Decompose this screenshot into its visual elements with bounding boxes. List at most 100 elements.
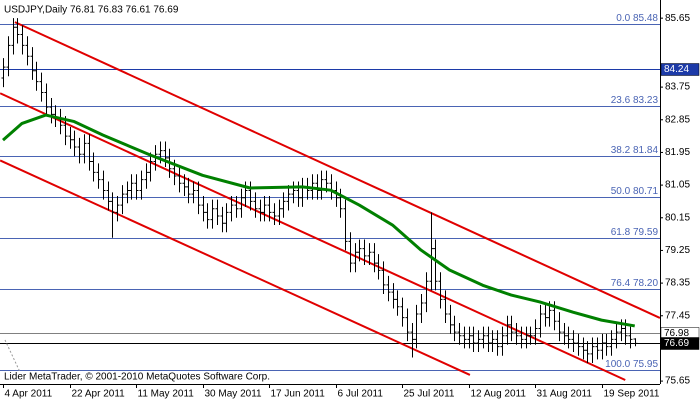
- ohlc-bar: [348, 232, 353, 273]
- ohlc-bar: [343, 199, 348, 251]
- y-tick-label: 85.65: [665, 13, 690, 24]
- plot-area: 0.0 85.48 23.6 83.23 38.2 81.84 50.0 80.71 6…: [0, 13, 660, 381]
- ohlc-bar: [286, 185, 291, 211]
- ohlc-bar: [495, 330, 500, 356]
- price-label: 84.24: [664, 64, 689, 75]
- ohlc-bar: [49, 97, 54, 124]
- ohlc-bar: [452, 315, 457, 342]
- ohlc-bar: [106, 181, 111, 211]
- copyright: Lider MetaTrader, © 2001-2010 MetaQuotes…: [4, 372, 270, 383]
- ohlc-bar: [182, 174, 187, 196]
- ohlc-bar: [215, 199, 220, 226]
- x-tick-label: 17 Jun 2011: [271, 389, 326, 400]
- channel-line: [14, 21, 660, 319]
- ohlc-bar: [163, 141, 168, 167]
- ohlc-bar: [224, 203, 229, 233]
- ohlc-bar: [405, 308, 410, 342]
- y-tick-label: 79.25: [665, 245, 690, 256]
- ohlc-bar: [139, 170, 144, 200]
- ohlc-bar: [134, 174, 139, 200]
- ohlc-bar: [457, 323, 462, 345]
- price-label: 76.69: [664, 338, 689, 349]
- ohlc-bar: [533, 319, 538, 345]
- x-tick-label: 6 Jul 2011: [338, 389, 384, 400]
- channel-line: [0, 159, 471, 376]
- ohlc-bar: [125, 181, 130, 204]
- ohlc-bar: [462, 326, 467, 349]
- ohlc-bar: [357, 239, 362, 262]
- ohlc-bar: [229, 195, 234, 222]
- ohlc-bar: [277, 199, 282, 226]
- ohlc-bar: [633, 338, 638, 347]
- ohlc-bar: [600, 333, 605, 360]
- ohlc-bar: [481, 326, 486, 349]
- ohlc-bar: [576, 333, 581, 356]
- ohlc-bar: [500, 326, 505, 356]
- ohlc-bar: [353, 243, 358, 273]
- ohlc-bar: [400, 297, 405, 327]
- ohlc-bar: [614, 323, 619, 349]
- x-tick-label: 30 May 2011: [205, 389, 263, 400]
- ohlc-bar: [505, 315, 510, 345]
- ohlc-bar: [410, 323, 415, 358]
- y-tick-label: 80.15: [665, 212, 690, 223]
- ohlc-bar: [476, 330, 481, 353]
- ohlc-bar: [419, 293, 424, 324]
- ohlc-bar: [395, 290, 400, 316]
- ohlc-bar: [609, 330, 614, 356]
- ohlc-bar: [101, 170, 106, 200]
- ohlc-bar: [566, 326, 571, 349]
- ohlc-bar: [272, 203, 277, 226]
- y-tick-label: 81.05: [665, 180, 690, 191]
- ohlc-bar: [338, 188, 343, 218]
- ohlc-bar: [471, 326, 476, 353]
- ohlc-bar: [381, 261, 386, 294]
- ohlc-bar: [120, 185, 125, 215]
- ohlc-bar: [595, 337, 600, 360]
- y-tick-label: 83.75: [665, 82, 690, 93]
- ohlc-bar: [177, 166, 182, 193]
- ohlc-bar: [30, 47, 35, 80]
- ohlc-bar: [87, 134, 92, 171]
- price-box: [660, 337, 700, 350]
- ohlc-bar: [543, 304, 548, 327]
- ohlc-bar: [490, 330, 495, 353]
- ohlc-bar: [258, 199, 263, 222]
- ohlc-bar: [186, 177, 191, 204]
- ohlc-bar: [34, 61, 39, 91]
- fib-level-label: 76.4 78.20: [611, 278, 659, 289]
- y-tick-label: 78.35: [665, 278, 690, 289]
- ohlc-bar: [429, 212, 434, 291]
- ohlc-bar: [433, 239, 438, 291]
- x-tick-label: 25 Jul 2011: [404, 389, 455, 400]
- ohlc-bar: [443, 290, 448, 324]
- x-tick-label: 19 Sep 2011: [604, 389, 660, 400]
- ohlc-bar: [68, 127, 73, 149]
- fib-level-label: 23.6 83.23: [611, 95, 659, 106]
- ohlc-bar: [39, 72, 44, 102]
- ohlc-bar: [315, 174, 320, 200]
- ohlc-bar: [571, 330, 576, 353]
- ohlc-bar: [110, 192, 115, 238]
- ohlc-bar: [386, 275, 391, 302]
- x-tick-label: 31 Aug 2011: [537, 389, 593, 400]
- ohlc-bar: [590, 337, 595, 363]
- ohlc-bar: [6, 36, 11, 77]
- ohlc-bar: [239, 188, 244, 218]
- ohlc-bar: [234, 195, 239, 218]
- ohlc-bar: [191, 181, 196, 204]
- x-tick-label: 11 May 2011: [138, 389, 195, 400]
- ohlc-bar: [509, 315, 514, 342]
- ohlc-bar: [514, 323, 519, 345]
- ohlc-bar: [557, 312, 562, 342]
- ohlc-bar: [562, 323, 567, 345]
- ohlc-bar: [585, 341, 590, 363]
- ohlc-bar: [528, 326, 533, 345]
- ohlc-bar: [628, 326, 633, 349]
- ohlc-bar: [91, 152, 96, 182]
- fib-level-label: 0.0 85.48: [616, 13, 658, 24]
- ohlc-bar: [448, 304, 453, 334]
- ohlc-bar: [115, 195, 120, 222]
